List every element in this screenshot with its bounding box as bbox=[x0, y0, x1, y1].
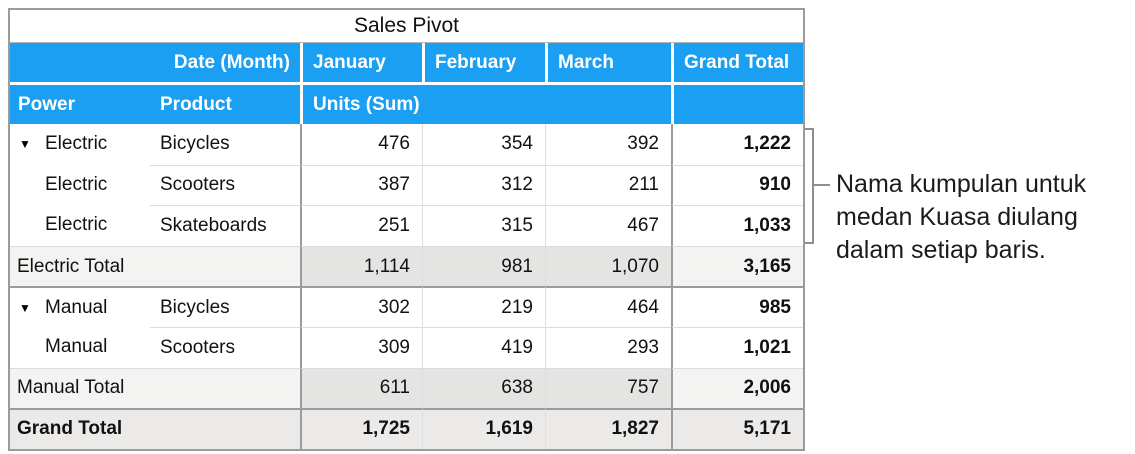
february-cell[interactable]: 219 bbox=[422, 286, 545, 327]
product-cell[interactable]: Scooters bbox=[150, 326, 300, 368]
header-product[interactable]: Product bbox=[160, 93, 232, 115]
table-title-row: Sales Pivot bbox=[10, 10, 803, 43]
power-cell[interactable]: Electric bbox=[10, 205, 150, 246]
product-cell[interactable]: Skateboards bbox=[150, 205, 300, 246]
february-cell[interactable]: 1,619 bbox=[422, 408, 545, 449]
header-grand-total-empty bbox=[671, 85, 803, 124]
power-cell[interactable]: Electric bbox=[10, 165, 150, 206]
header-power[interactable]: Power bbox=[18, 93, 76, 115]
row-total-cell[interactable]: 910 bbox=[671, 164, 803, 206]
row-total-cell[interactable]: 2,006 bbox=[671, 367, 803, 409]
product-cell[interactable]: Bicycles bbox=[160, 133, 230, 155]
power-value: Electric bbox=[45, 214, 108, 236]
january-cell[interactable]: 1,725 bbox=[300, 408, 422, 449]
callout-text: Nama kumpulan untuk medan Kuasa diulang … bbox=[836, 168, 1128, 267]
january-cell[interactable]: 251 bbox=[300, 205, 422, 246]
header-february[interactable]: February bbox=[422, 43, 545, 82]
power-cell[interactable]: Manual bbox=[10, 327, 150, 368]
february-cell[interactable]: 312 bbox=[422, 164, 545, 206]
disclosure-triangle-icon[interactable]: ▼ bbox=[19, 300, 31, 315]
power-cell[interactable]: ▼ Electric bbox=[10, 124, 150, 165]
group-bracket-top-cap bbox=[805, 128, 814, 130]
grand-total-row: Grand Total 1,725 1,619 1,827 5,171 bbox=[10, 408, 803, 449]
callout-line-2: medan Kuasa diulang bbox=[836, 203, 1078, 231]
january-cell[interactable]: 476 bbox=[300, 124, 422, 165]
january-cell[interactable]: 611 bbox=[300, 367, 422, 409]
february-cell[interactable]: 315 bbox=[422, 205, 545, 246]
table-row: Electric Skateboards 251 315 467 1,033 bbox=[10, 205, 803, 246]
subtotal-label[interactable]: Manual Total bbox=[10, 367, 300, 409]
grand-total-label[interactable]: Grand Total bbox=[10, 408, 300, 449]
sales-pivot-table: Sales Pivot Date (Month) January Februar… bbox=[8, 8, 805, 451]
march-cell[interactable]: 464 bbox=[545, 286, 671, 327]
row-total-cell[interactable]: 1,222 bbox=[671, 124, 803, 165]
january-cell[interactable]: 302 bbox=[300, 286, 422, 327]
grand-total-value[interactable]: 5,171 bbox=[671, 408, 803, 449]
disclosure-triangle-icon[interactable]: ▼ bbox=[19, 137, 31, 152]
header-divider bbox=[10, 82, 803, 85]
table-row: ▼ Manual Bicycles 302 219 464 985 bbox=[10, 286, 803, 327]
february-cell[interactable]: 981 bbox=[422, 245, 545, 287]
february-cell[interactable]: 354 bbox=[422, 124, 545, 165]
row-total-cell[interactable]: 985 bbox=[671, 286, 803, 327]
group-bracket-bottom-cap bbox=[805, 242, 814, 244]
january-cell[interactable]: 1,114 bbox=[300, 245, 422, 287]
table-row: Manual Scooters 309 419 293 1,021 bbox=[10, 326, 803, 368]
callout-line-3: dalam setiap baris. bbox=[836, 236, 1046, 264]
table-row: Electric Scooters 387 312 211 910 bbox=[10, 164, 803, 206]
callout-line-1: Nama kumpulan untuk bbox=[836, 170, 1087, 198]
march-cell[interactable]: 1,827 bbox=[545, 408, 671, 449]
table-title[interactable]: Sales Pivot bbox=[353, 14, 460, 37]
march-cell[interactable]: 293 bbox=[545, 326, 671, 368]
header-grand-total[interactable]: Grand Total bbox=[671, 43, 803, 82]
march-cell[interactable]: 211 bbox=[545, 164, 671, 206]
row-total-cell[interactable]: 3,165 bbox=[671, 245, 803, 287]
power-value: Manual bbox=[45, 336, 108, 358]
header-march[interactable]: March bbox=[545, 43, 671, 82]
table-row: ▼ Electric Bicycles 476 354 392 1,222 bbox=[10, 124, 803, 165]
january-cell[interactable]: 387 bbox=[300, 164, 422, 206]
march-cell[interactable]: 392 bbox=[545, 124, 671, 165]
row-total-cell[interactable]: 1,033 bbox=[671, 205, 803, 246]
subtotal-row: Electric Total 1,114 981 1,070 3,165 bbox=[10, 245, 803, 287]
power-cell[interactable]: ▼ Manual bbox=[10, 286, 150, 327]
february-cell[interactable]: 638 bbox=[422, 367, 545, 409]
february-cell[interactable]: 419 bbox=[422, 326, 545, 368]
january-cell[interactable]: 309 bbox=[300, 326, 422, 368]
march-cell[interactable]: 1,070 bbox=[545, 245, 671, 287]
header-row-columns: Date (Month) January February March Gran… bbox=[10, 43, 803, 82]
march-cell[interactable]: 467 bbox=[545, 205, 671, 246]
group-bracket-connector bbox=[814, 184, 830, 186]
product-cell[interactable]: Scooters bbox=[150, 164, 300, 206]
header-january[interactable]: January bbox=[300, 43, 422, 82]
header-row-fields: Power Product Units (Sum) bbox=[10, 85, 803, 124]
march-cell[interactable]: 757 bbox=[545, 367, 671, 409]
power-value: Electric bbox=[45, 173, 108, 195]
row-total-cell[interactable]: 1,021 bbox=[671, 326, 803, 368]
group-bracket-line bbox=[812, 128, 814, 244]
power-value: Manual bbox=[45, 296, 108, 318]
header-units-sum[interactable]: Units (Sum) bbox=[300, 85, 671, 124]
subtotal-row: Manual Total 611 638 757 2,006 bbox=[10, 367, 803, 409]
product-cell[interactable]: Bicycles bbox=[150, 286, 300, 327]
power-value: Electric bbox=[45, 133, 108, 155]
subtotal-label[interactable]: Electric Total bbox=[10, 245, 300, 287]
header-date-month[interactable]: Date (Month) bbox=[173, 51, 290, 73]
